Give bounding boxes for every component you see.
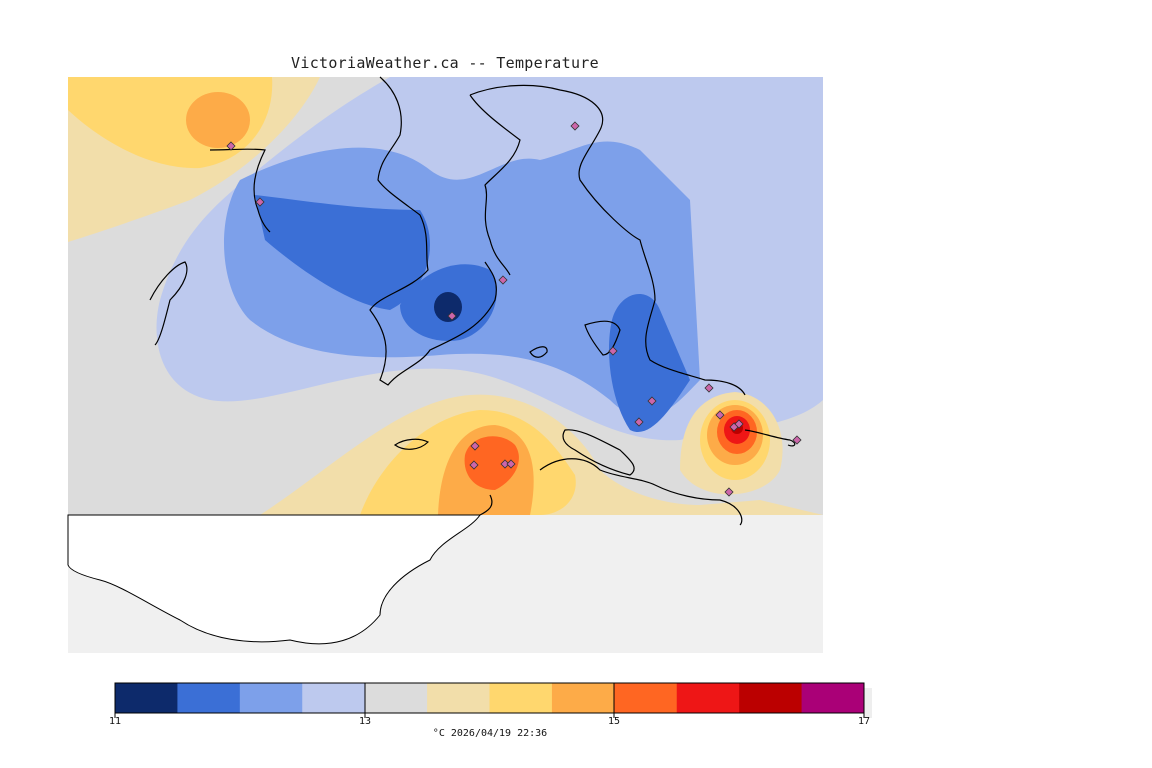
legend-color-cell xyxy=(614,683,678,713)
legend-mid2-label: 15 xyxy=(607,716,621,727)
legend-color-cell xyxy=(239,683,303,713)
legend-color-cell xyxy=(739,683,803,713)
legend-min-label: 11 xyxy=(108,716,122,727)
legend-color-cell xyxy=(551,683,615,713)
legend-color-cell xyxy=(489,683,553,713)
legend-mid-label: 13 xyxy=(358,716,372,727)
legend-color-cell xyxy=(801,683,865,713)
legend-color-cell xyxy=(177,683,241,713)
legend-color-cell xyxy=(364,683,428,713)
land-south xyxy=(67,514,481,645)
legend-units-timestamp: °C 2026/04/19 22:36 xyxy=(432,728,548,739)
legend-color-cell xyxy=(115,683,178,713)
legend-color-cell xyxy=(302,683,366,713)
temperature-field xyxy=(68,77,823,515)
legend-max-label: 17 xyxy=(857,716,871,727)
coastlines xyxy=(149,76,796,526)
legend-color-cell xyxy=(427,683,490,713)
legend-color-cell xyxy=(676,683,740,713)
map-title: VictoriaWeather.ca -- Temperature xyxy=(291,54,599,72)
color-legend-cells xyxy=(115,683,865,713)
station-markers xyxy=(226,121,802,497)
